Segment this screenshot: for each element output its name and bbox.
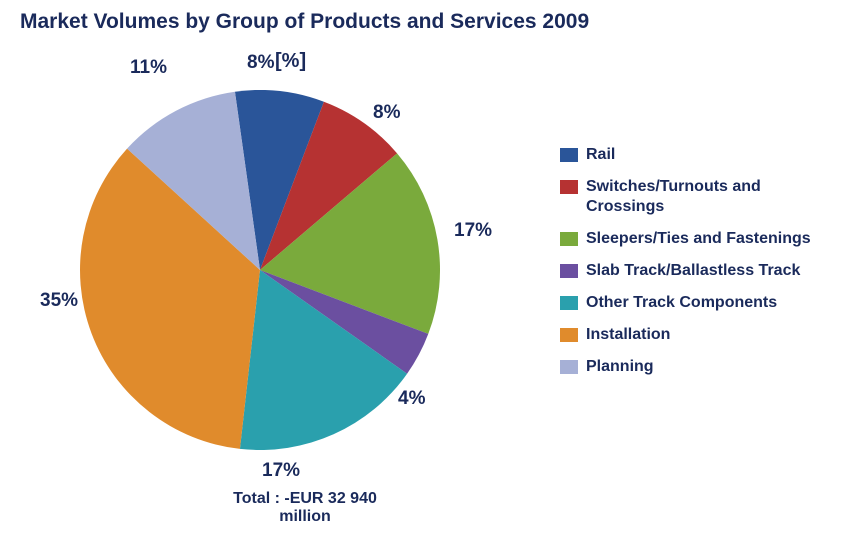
legend-item: Planning (560, 357, 816, 377)
pie-data-label: 8% (373, 102, 400, 124)
chart-title: Market Volumes by Group of Products and … (20, 10, 589, 34)
legend-label: Sleepers/Ties and Fastenings (586, 229, 811, 249)
legend-swatch (560, 296, 578, 310)
legend-item: Switches/Turnouts and Crossings (560, 177, 816, 217)
pie-data-label: 17% (262, 460, 300, 482)
pie-data-label: 8% (247, 52, 274, 74)
legend-label: Slab Track/Ballastless Track (586, 261, 800, 281)
pie-chart (80, 90, 440, 450)
legend-label: Rail (586, 145, 615, 165)
legend-label: Other Track Components (586, 293, 777, 313)
legend-swatch (560, 264, 578, 278)
pie-data-label: 17% (454, 220, 492, 242)
pie-data-label: 4% (398, 388, 425, 410)
legend-item: Installation (560, 325, 816, 345)
unit-label: [%] (275, 50, 306, 73)
chart-root: { "title": { "text": "Market Volumes by … (0, 0, 858, 543)
legend-item: Sleepers/Ties and Fastenings (560, 229, 816, 249)
legend-item: Slab Track/Ballastless Track (560, 261, 816, 281)
legend-item: Other Track Components (560, 293, 816, 313)
legend-swatch (560, 360, 578, 374)
legend-label: Planning (586, 357, 654, 377)
legend-swatch (560, 148, 578, 162)
legend-swatch (560, 328, 578, 342)
legend: Rail Switches/Turnouts and Crossings Sleep… (560, 145, 816, 389)
legend-swatch (560, 232, 578, 246)
total-line-2: million (185, 508, 425, 526)
total-line-1: Total : -EUR 32 940 (185, 490, 425, 508)
legend-item: Rail (560, 145, 816, 165)
pie-svg (80, 90, 440, 450)
pie-data-label: 35% (40, 290, 78, 312)
pie-data-label: 11% (130, 57, 167, 79)
legend-label: Installation (586, 325, 670, 345)
total-caption: Total : -EUR 32 940 million (185, 490, 425, 526)
legend-swatch (560, 180, 578, 194)
legend-label: Switches/Turnouts and Crossings (586, 177, 816, 217)
